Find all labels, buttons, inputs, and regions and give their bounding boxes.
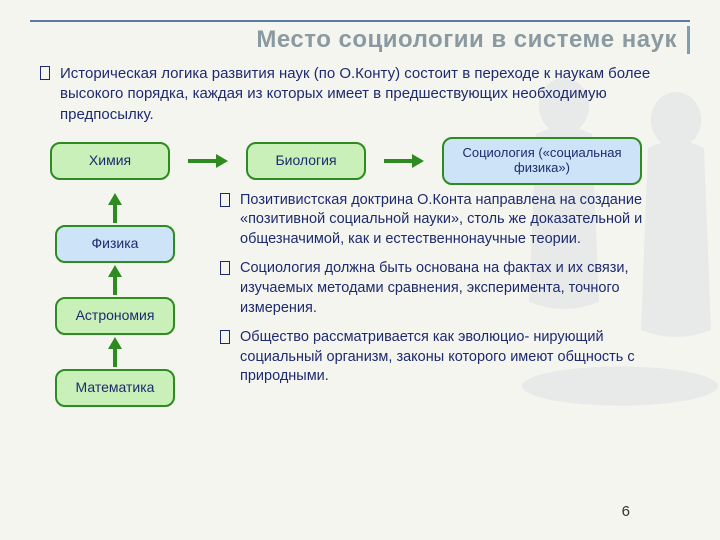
bullet-icon (220, 261, 230, 275)
bullet-icon (40, 66, 50, 80)
top-rule (30, 20, 690, 22)
arrow-up-icon (107, 265, 123, 295)
flow-top-row: Химия Биология Социология («социальная ф… (50, 137, 690, 185)
arrow-right-icon (384, 153, 424, 169)
bullet-list: Позитивистская доктрина О.Конта направле… (220, 191, 690, 407)
bullet-text: Общество рассматривается как эволюцио- н… (240, 328, 690, 387)
intro-paragraph: Историческая логика развития наук (по О.… (40, 64, 690, 125)
page-title: Место социологии в системе наук (30, 26, 690, 54)
bullet-icon (220, 193, 230, 207)
node-biology: Биология (246, 142, 366, 180)
node-physics: Физика (55, 225, 175, 263)
node-math: Математика (55, 369, 175, 407)
list-item: Общество рассматривается как эволюцио- н… (220, 328, 690, 387)
arrow-up-icon (107, 193, 123, 223)
node-astronomy: Астрономия (55, 297, 175, 335)
page-number: 6 (622, 503, 630, 520)
list-item: Социология должна быть основана на факта… (220, 259, 690, 318)
node-chemistry: Химия (50, 142, 170, 180)
intro-text: Историческая логика развития наук (по О.… (60, 64, 690, 125)
list-item: Позитивистская доктрина О.Конта направле… (220, 191, 690, 250)
arrow-up-icon (107, 337, 123, 367)
flow-left-column: Физика Астрономия Математика (30, 191, 200, 407)
arrow-right-icon (188, 153, 228, 169)
bullet-text: Позитивистская доктрина О.Конта направле… (240, 191, 690, 250)
node-sociology: Социология («социальная физика») (442, 137, 642, 185)
bullet-icon (220, 330, 230, 344)
bullet-text: Социология должна быть основана на факта… (240, 259, 690, 318)
